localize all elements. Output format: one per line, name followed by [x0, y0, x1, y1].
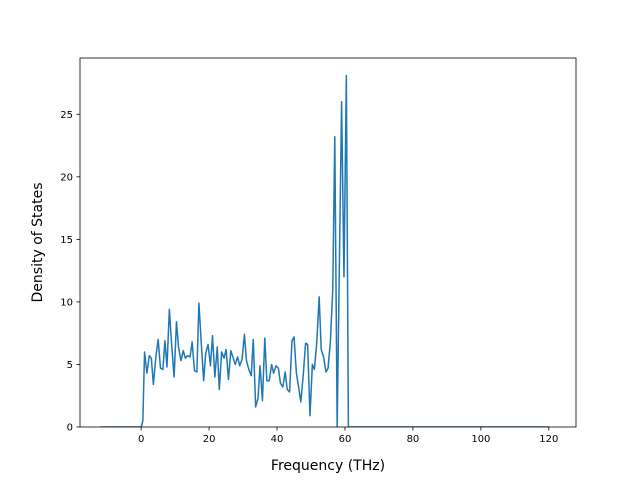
line — [100, 74, 549, 427]
x-tick-label: 40 — [271, 434, 284, 445]
y-tick-label: 25 — [60, 110, 73, 121]
x-tick-label: 100 — [471, 434, 490, 445]
x-tick-label: 60 — [339, 434, 352, 445]
y-tick-label: 20 — [60, 172, 73, 183]
x-tick-label: 120 — [539, 434, 558, 445]
y-tick-label: 0 — [67, 423, 73, 434]
x-tick-label: 20 — [203, 434, 216, 445]
x-axis-label: Frequency (THz) — [271, 458, 385, 474]
y-tick-label: 5 — [67, 360, 73, 371]
x-tick-label: 0 — [138, 434, 144, 445]
plot-frame — [79, 57, 577, 428]
y-tick-label: 10 — [60, 297, 73, 308]
y-axis-label: Density of States — [30, 183, 46, 303]
x-tick-label: 80 — [407, 434, 420, 445]
y-tick-label: 15 — [60, 235, 73, 246]
